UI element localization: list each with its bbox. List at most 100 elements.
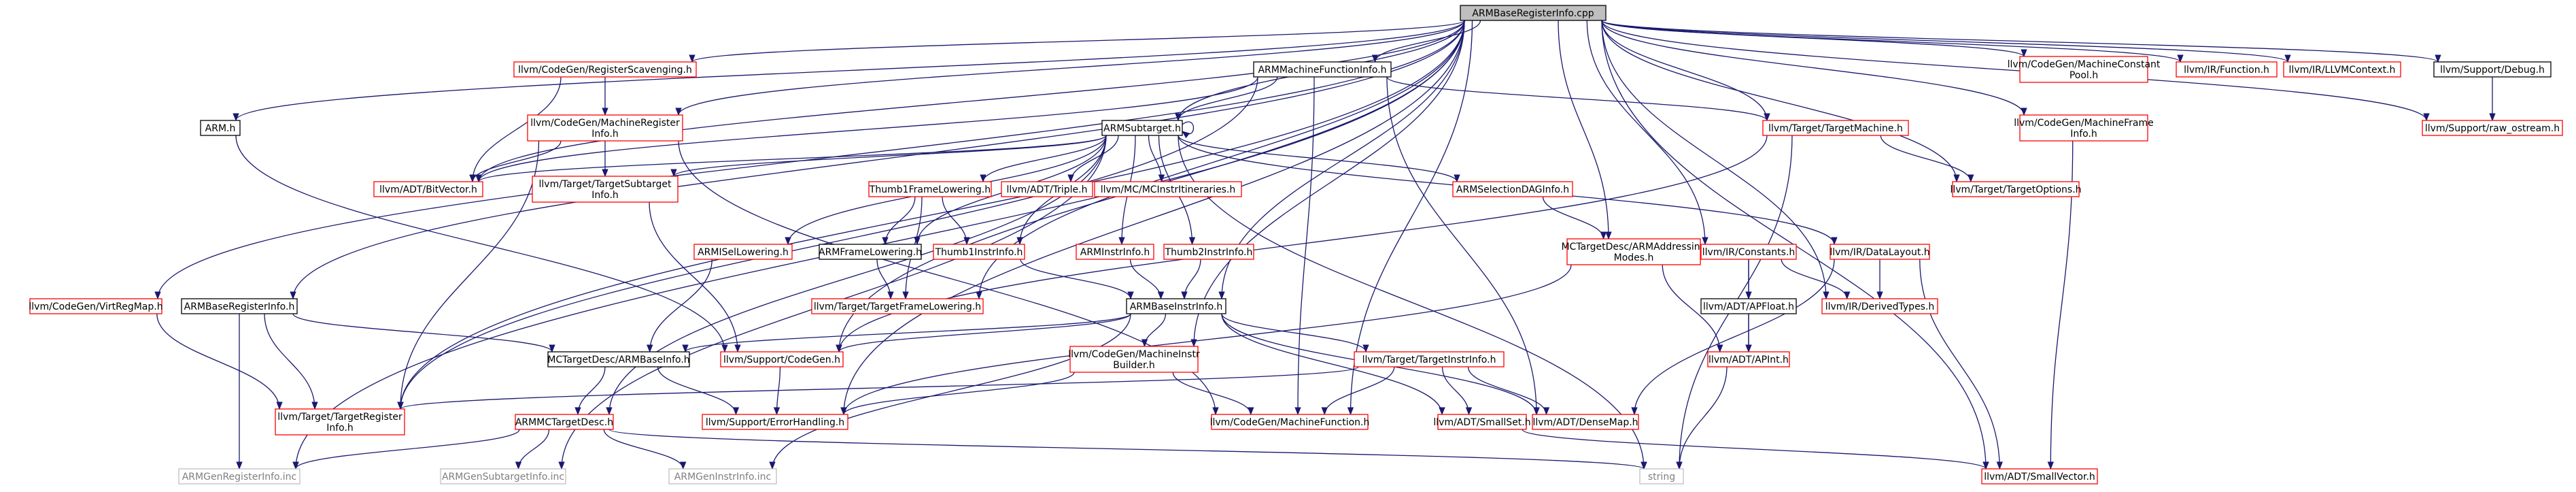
node-label-mri-line-0: llvm/CodeGen/MachineRegister xyxy=(530,118,680,129)
node-label-tsi-line-1: Info.h xyxy=(591,190,619,201)
node-tii[interactable]: llvm/Target/TargetInstrInfo.h xyxy=(1354,351,1505,367)
edge-t2ii-to-armbii xyxy=(1181,259,1201,300)
node-label-virtreg: llvm/CodeGen/VirtRegMap.h xyxy=(29,301,162,312)
node-box-tri xyxy=(275,408,405,436)
node-smallset[interactable]: llvm/ADT/SmallSet.h xyxy=(1433,414,1531,430)
node-gensub[interactable]: ARMGenSubtargetInfo.inc xyxy=(440,468,566,485)
node-label-t2ii: Thumb2InstrInfo.h xyxy=(1165,247,1253,258)
edge-root-to-debug xyxy=(1601,20,2441,63)
node-isel[interactable]: ARMISelLowering.h xyxy=(693,244,793,260)
node-box-armst xyxy=(1101,120,1183,136)
node-label-codegen: llvm/Support/CodeGen.h xyxy=(723,355,840,365)
edge-root-to-armh xyxy=(233,20,1465,122)
node-label-apfloat: llvm/ADT/APFloat.h xyxy=(1703,301,1794,312)
node-label-addrmodes-line-1: Modes.h xyxy=(1614,252,1654,263)
node-bitvec[interactable]: llvm/ADT/BitVector.h xyxy=(373,181,483,197)
node-constants[interactable]: llvm/IR/Constants.h xyxy=(1700,244,1797,260)
node-box-armmfi xyxy=(1253,61,1392,78)
node-geninstr[interactable]: ARMGenInstrInfo.inc xyxy=(668,468,777,485)
node-box-armii xyxy=(1076,244,1154,260)
node-armst[interactable]: ARMSubtarget.h xyxy=(1101,120,1183,136)
node-mf[interactable]: llvm/CodeGen/MachineFunction.h xyxy=(1210,414,1370,430)
node-label-armbii: ARMBaseInstrInfo.h xyxy=(1130,301,1223,312)
node-derived[interactable]: llvm/IR/DerivedTypes.h xyxy=(1821,298,1938,314)
node-armfl[interactable]: ARMFrameLowering.h xyxy=(819,244,922,260)
node-label-tm: llvm/Target/TargetMachine.h xyxy=(1768,123,1903,134)
node-genreg[interactable]: ARMGenRegisterInfo.inc xyxy=(178,468,300,485)
edge-mib-to-mf xyxy=(1172,372,1254,416)
node-label-mctdbase: MCTargetDesc/ARMBaseInfo.h xyxy=(547,355,689,365)
node-label-armst: ARMSubtarget.h xyxy=(1103,123,1181,134)
node-label-mri-line-1: Info.h xyxy=(591,129,619,140)
node-mctdbase[interactable]: MCTargetDesc/ARMBaseInfo.h xyxy=(547,351,690,367)
node-label-llvmctx: llvm/IR/LLVMContext.h xyxy=(2289,65,2396,76)
node-string[interactable]: string xyxy=(1639,468,1684,485)
edge-virtreg-to-tri xyxy=(156,313,283,410)
node-t1fl[interactable]: Thumb1FrameLowering.h xyxy=(868,181,992,197)
edge-isel-to-mctdbase xyxy=(647,259,712,353)
node-rawos[interactable]: llvm/Support/raw_ostream.h xyxy=(2422,120,2563,136)
edge-armbii-to-smallset xyxy=(1221,313,1445,416)
node-box-mctdbase xyxy=(547,351,690,367)
node-tfl[interactable]: llvm/Target/TargetFrameLowering.h xyxy=(811,298,984,314)
node-armbii[interactable]: ARMBaseInstrInfo.h xyxy=(1126,298,1226,314)
node-mcinst[interactable]: llvm/MC/MCInstrItineraries.h xyxy=(1094,181,1242,197)
node-label-genreg: ARMGenRegisterInfo.inc xyxy=(182,472,297,482)
node-label-mib-line-1: Builder.h xyxy=(1113,360,1155,371)
edge-mctdbase-to-armmctd xyxy=(574,366,606,416)
node-virtreg[interactable]: llvm/CodeGen/VirtRegMap.h xyxy=(29,298,163,314)
node-smallvec[interactable]: llvm/ADT/SmallVector.h xyxy=(1981,468,2098,485)
node-box-tm xyxy=(1762,120,1909,136)
node-debug[interactable]: llvm/Support/Debug.h xyxy=(2433,61,2552,78)
node-box-armbii xyxy=(1126,298,1226,314)
node-densemap[interactable]: llvm/ADT/DenseMap.h xyxy=(1532,414,1639,430)
node-errh[interactable]: llvm/Support/ErrorHandling.h xyxy=(702,414,848,430)
node-label-isel: ARMISelLowering.h xyxy=(698,247,789,258)
edge-root-to-mcp xyxy=(1601,20,2027,58)
node-datalayout[interactable]: llvm/IR/DataLayout.h xyxy=(1830,244,1930,260)
node-box-armsdag xyxy=(1452,181,1573,197)
node-label-constants: llvm/IR/Constants.h xyxy=(1702,247,1796,258)
edge-mri-to-tri xyxy=(397,140,540,410)
edge-armst-to-tsi xyxy=(670,135,1107,178)
node-llvmctx[interactable]: llvm/IR/LLVMContext.h xyxy=(2283,61,2401,78)
node-triple[interactable]: llvm/ADT/Triple.h xyxy=(1001,181,1093,197)
node-label-datalayout: llvm/IR/DataLayout.h xyxy=(1830,247,1929,258)
node-armbri[interactable]: ARMBaseRegisterInfo.h xyxy=(181,298,298,314)
node-apfloat[interactable]: llvm/ADT/APFloat.h xyxy=(1700,298,1797,314)
node-to[interactable]: llvm/Target/TargetOptions.h xyxy=(1950,181,2082,197)
edge-root-to-mri xyxy=(675,20,1465,116)
node-label-mfi-line-1: Info.h xyxy=(2070,129,2097,140)
node-tm[interactable]: llvm/Target/TargetMachine.h xyxy=(1762,120,1909,136)
node-armh[interactable]: ARM.h xyxy=(200,120,241,136)
node-armmfi[interactable]: ARMMachineFunctionInfo.h xyxy=(1253,61,1392,78)
node-armii[interactable]: ARMInstrInfo.h xyxy=(1076,244,1154,260)
edge-mib-to-errh xyxy=(840,372,1075,416)
edge-root-to-to xyxy=(1601,20,1960,183)
edge-armbii-to-mctdbase xyxy=(682,313,1131,353)
node-t2ii[interactable]: Thumb2InstrInfo.h xyxy=(1163,244,1254,260)
node-label-rawos: llvm/Support/raw_ostream.h xyxy=(2425,123,2560,134)
node-t1ii[interactable]: Thumb1InstrInfo.h xyxy=(933,244,1025,260)
node-box-t2ii xyxy=(1163,244,1254,260)
edge-addrmodes-to-apint xyxy=(1662,264,1723,353)
node-codegen[interactable]: llvm/Support/CodeGen.h xyxy=(720,351,844,367)
node-box-irfunc xyxy=(2176,61,2278,78)
node-label-irfunc: llvm/IR/Function.h xyxy=(2184,65,2269,76)
edge-mri-to-bitvec xyxy=(469,140,562,183)
node-irfunc[interactable]: llvm/IR/Function.h xyxy=(2176,61,2278,78)
node-label-addrmodes-line-0: MCTargetDesc/ARMAddressing xyxy=(1561,242,1706,252)
node-armmctd[interactable]: ARMMCTargetDesc.h xyxy=(515,414,614,430)
node-regscav[interactable]: llvm/CodeGen/RegisterScavenging.h xyxy=(513,61,697,78)
node-label-armii: ARMInstrInfo.h xyxy=(1080,247,1150,258)
node-armsdag[interactable]: ARMSelectionDAGInfo.h xyxy=(1452,181,1573,197)
node-label-armmfi: ARMMachineFunctionInfo.h xyxy=(1258,65,1386,76)
node-apint[interactable]: llvm/ADT/APInt.h xyxy=(1707,351,1790,367)
